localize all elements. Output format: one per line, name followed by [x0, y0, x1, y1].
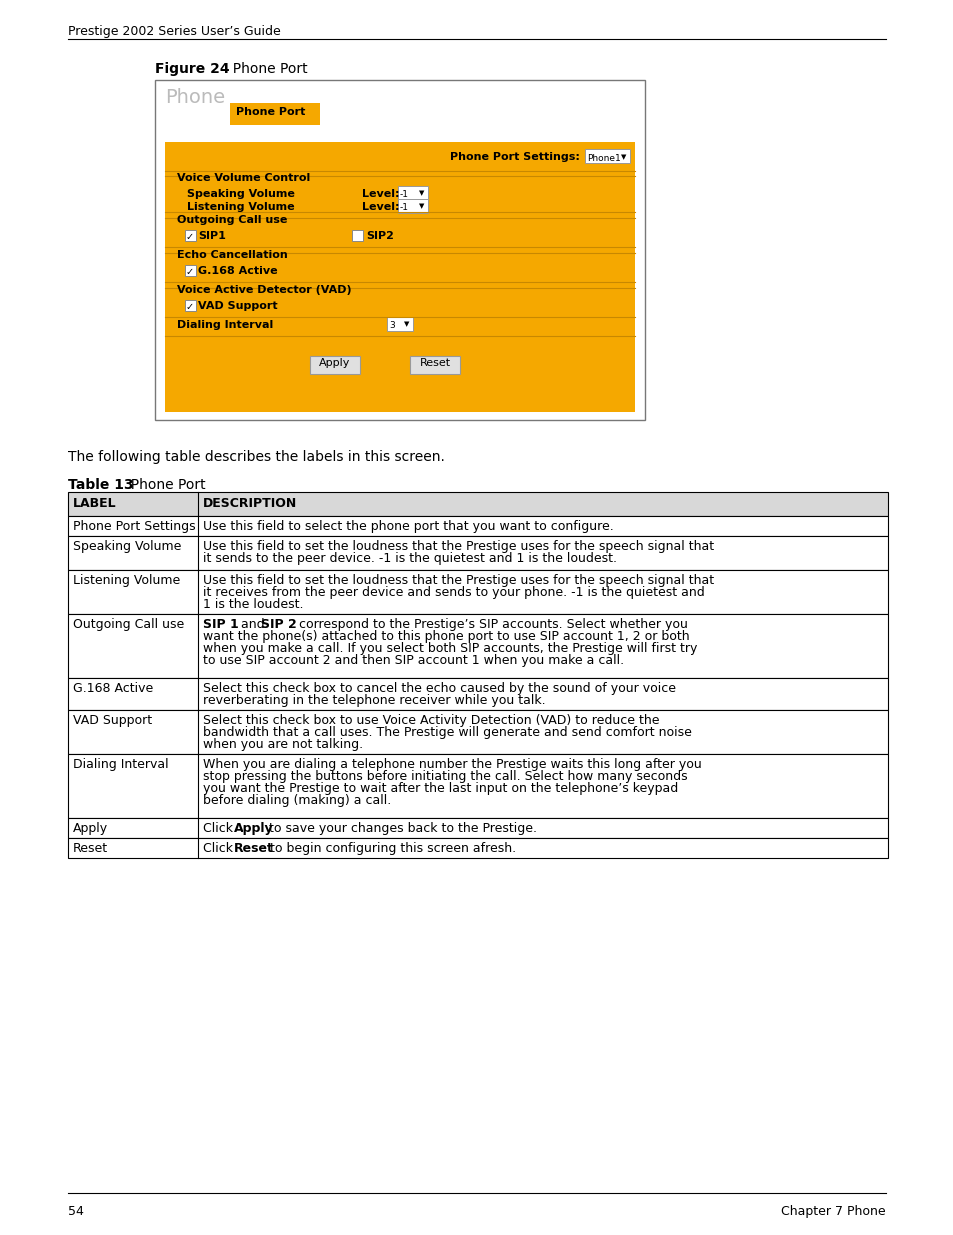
Text: 3: 3 [389, 321, 395, 330]
Text: when you are not talking.: when you are not talking. [203, 739, 363, 751]
Text: Voice Active Detector (VAD): Voice Active Detector (VAD) [177, 285, 352, 295]
Bar [584, 149, 629, 163]
Text: Click: Click [203, 823, 236, 835]
Text: Reset: Reset [73, 842, 108, 855]
Text: Echo Cancellation: Echo Cancellation [177, 249, 288, 261]
Text: Use this field to set the loudness that the Prestige uses for the speech signal : Use this field to set the loudness that … [203, 574, 714, 587]
Text: to use SIP account 2 and then SIP account 1 when you make a call.: to use SIP account 2 and then SIP accoun… [203, 655, 623, 667]
Bar [68, 755, 887, 818]
Text: Apply: Apply [233, 823, 274, 835]
Text: VAD Support: VAD Support [73, 714, 152, 727]
Text: when you make a call. If you select both SIP accounts, the Prestige will first t: when you make a call. If you select both… [203, 642, 697, 655]
Text: bandwidth that a call uses. The Prestige will generate and send comfort noise: bandwidth that a call uses. The Prestige… [203, 726, 691, 739]
Text: stop pressing the buttons before initiating the call. Select how many seconds: stop pressing the buttons before initiat… [203, 769, 687, 783]
Text: Outgoing Call use: Outgoing Call use [73, 618, 184, 631]
Text: Speaking Volume: Speaking Volume [73, 540, 181, 553]
Text: Select this check box to cancel the echo caused by the sound of your voice: Select this check box to cancel the echo… [203, 682, 676, 695]
Text: Figure 24: Figure 24 [154, 62, 230, 77]
Bar [352, 230, 363, 241]
Text: Select this check box to use Voice Activity Detection (VAD) to reduce the: Select this check box to use Voice Activ… [203, 714, 659, 727]
Text: 54: 54 [68, 1205, 84, 1218]
Text: VAD Support: VAD Support [198, 301, 277, 311]
Text: SIP1: SIP1 [198, 231, 226, 241]
Text: it sends to the peer device. -1 is the quietest and 1 is the loudest.: it sends to the peer device. -1 is the q… [203, 552, 617, 564]
Text: Dialing Interval: Dialing Interval [177, 320, 273, 330]
Text: Click: Click [203, 842, 236, 855]
Bar [185, 230, 195, 241]
Text: ✓: ✓ [186, 267, 193, 277]
Text: Level:: Level: [361, 189, 399, 199]
Bar [68, 536, 887, 571]
Text: it receives from the peer device and sends to your phone. -1 is the quietest and: it receives from the peer device and sen… [203, 585, 704, 599]
Text: Prestige 2002 Series User’s Guide: Prestige 2002 Series User’s Guide [68, 25, 280, 38]
Text: Use this field to select the phone port that you want to configure.: Use this field to select the phone port … [203, 520, 613, 534]
Text: Phone Port Settings:: Phone Port Settings: [450, 152, 579, 162]
Text: you want the Prestige to wait after the last input on the telephone’s keypad: you want the Prestige to wait after the … [203, 782, 678, 795]
Text: ▼: ▼ [418, 190, 424, 196]
Text: before dialing (making) a call.: before dialing (making) a call. [203, 794, 391, 806]
Text: Dialing Interval: Dialing Interval [73, 758, 169, 771]
Text: Phone Port: Phone Port [224, 62, 307, 77]
Text: Phone Port: Phone Port [235, 107, 305, 117]
Text: Use this field to set the loudness that the Prestige uses for the speech signal : Use this field to set the loudness that … [203, 540, 714, 553]
Bar [68, 614, 887, 678]
Bar [410, 356, 459, 374]
Bar [230, 103, 319, 125]
Bar [154, 80, 644, 420]
Text: G.168 Active: G.168 Active [73, 682, 153, 695]
Bar [185, 266, 195, 275]
Text: ▼: ▼ [418, 203, 424, 209]
Text: -1: -1 [399, 190, 409, 199]
Text: Reset: Reset [233, 842, 274, 855]
Text: -1: -1 [399, 203, 409, 212]
Text: Apply: Apply [319, 358, 351, 368]
Bar [68, 492, 887, 516]
Text: Voice Volume Control: Voice Volume Control [177, 173, 310, 183]
Text: want the phone(s) attached to this phone port to use SIP account 1, 2 or both: want the phone(s) attached to this phone… [203, 630, 689, 643]
Text: SIP2: SIP2 [366, 231, 394, 241]
Bar [165, 142, 635, 412]
Text: 1 is the loudest.: 1 is the loudest. [203, 598, 303, 611]
Text: Phone: Phone [165, 88, 225, 107]
Text: Phone Port Settings: Phone Port Settings [73, 520, 195, 534]
Text: ✓: ✓ [186, 303, 193, 312]
Bar [397, 186, 428, 200]
Text: Reset: Reset [419, 358, 450, 368]
Text: When you are dialing a telephone number the Prestige waits this long after you: When you are dialing a telephone number … [203, 758, 701, 771]
Text: reverberating in the telephone receiver while you talk.: reverberating in the telephone receiver … [203, 694, 545, 706]
Text: Outgoing Call use: Outgoing Call use [177, 215, 287, 225]
Bar [68, 571, 887, 614]
Text: ✓: ✓ [186, 232, 193, 242]
Text: Listening Volume: Listening Volume [187, 203, 294, 212]
Bar [397, 199, 428, 212]
Bar [310, 356, 359, 374]
Text: Level:: Level: [361, 203, 399, 212]
Bar [185, 300, 195, 311]
Text: and: and [236, 618, 269, 631]
Text: Phone1: Phone1 [586, 154, 620, 163]
Text: correspond to the Prestige’s SIP accounts. Select whether you: correspond to the Prestige’s SIP account… [294, 618, 687, 631]
Bar [387, 317, 413, 331]
Text: Speaking Volume: Speaking Volume [187, 189, 294, 199]
Text: The following table describes the labels in this screen.: The following table describes the labels… [68, 450, 444, 464]
Text: Table 13: Table 13 [68, 478, 133, 492]
Text: LABEL: LABEL [73, 496, 116, 510]
Text: to save your changes back to the Prestige.: to save your changes back to the Prestig… [265, 823, 537, 835]
Text: G.168 Active: G.168 Active [198, 266, 277, 275]
Bar [68, 839, 887, 858]
Text: SIP 2: SIP 2 [261, 618, 296, 631]
Text: Apply: Apply [73, 823, 108, 835]
Bar [68, 710, 887, 755]
Text: to begin configuring this screen afresh.: to begin configuring this screen afresh. [266, 842, 516, 855]
Bar [68, 818, 887, 839]
Bar [68, 678, 887, 710]
Text: Phone Port: Phone Port [122, 478, 206, 492]
Text: Listening Volume: Listening Volume [73, 574, 180, 587]
Text: ▼: ▼ [403, 321, 409, 327]
Text: SIP 1: SIP 1 [203, 618, 238, 631]
Text: ▼: ▼ [620, 154, 626, 161]
Text: DESCRIPTION: DESCRIPTION [203, 496, 297, 510]
Bar [68, 516, 887, 536]
Text: Chapter 7 Phone: Chapter 7 Phone [781, 1205, 885, 1218]
